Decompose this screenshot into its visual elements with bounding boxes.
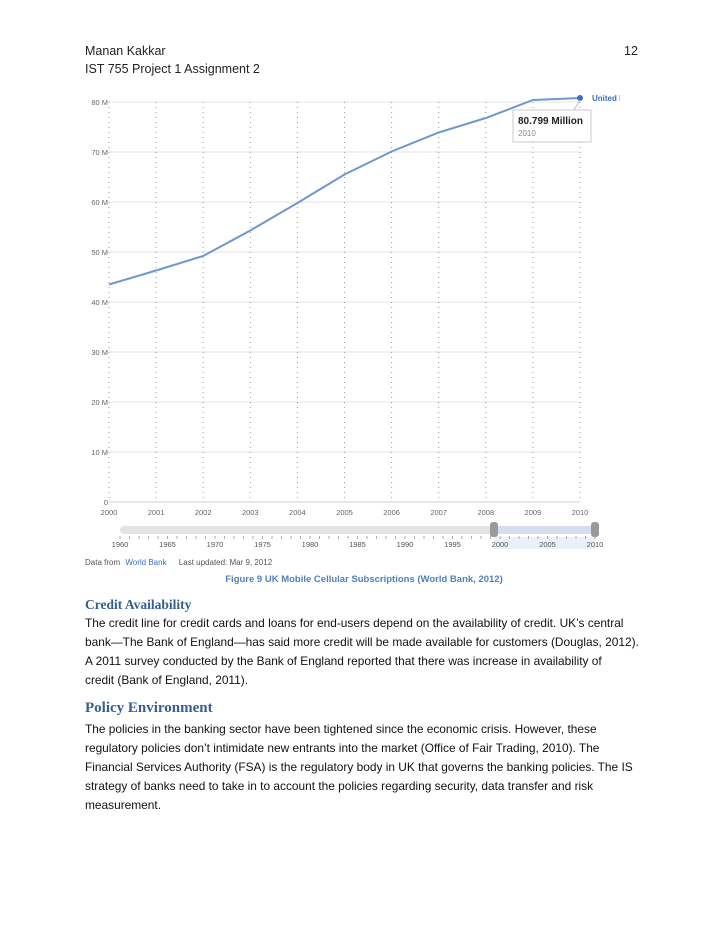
x-tick-label: 2002 xyxy=(195,508,212,517)
timeline-slider[interactable]: 1960 1965 1970 1975 1980 1985 1990 1995 2000 2005… xyxy=(112,522,604,549)
paragraph-line: bank—The Bank of England—has said more c… xyxy=(85,635,639,649)
page-number: 12 xyxy=(624,44,638,58)
section-body-credit-availability: The credit line for credit cards and loa… xyxy=(85,614,665,690)
x-tick-label: 2005 xyxy=(336,508,353,517)
x-tick-label: 2004 xyxy=(289,508,306,517)
y-tick-label: 10 M xyxy=(91,448,108,457)
y-tick-label: 0 xyxy=(104,498,108,507)
timeline-tick-label: 1985 xyxy=(349,540,366,549)
legend[interactable]: United Kingdom ✕ xyxy=(592,93,620,103)
timeline-tick-label: 1965 xyxy=(159,540,176,549)
source-text: Data from World Bank Last updated: Mar 9… xyxy=(85,558,273,567)
x-tick-label: 2008 xyxy=(477,508,494,517)
y-tick-label: 20 M xyxy=(91,398,108,407)
y-tick-label: 40 M xyxy=(91,298,108,307)
timeline-tick-label: 1970 xyxy=(207,540,224,549)
paragraph-line: The credit line for credit cards and loa… xyxy=(85,616,624,630)
paragraph-line: credit (Bank of England, 2011). xyxy=(85,673,249,687)
paragraph-line: strategy of banks need to take in to acc… xyxy=(85,779,594,793)
paragraph-line: Financial Services Authority (FSA) is th… xyxy=(85,760,633,774)
tooltip: 80.799 Million 2010 xyxy=(512,99,592,143)
timeline-tick-label: 1960 xyxy=(112,540,129,549)
y-tick-label: 30 M xyxy=(91,348,108,357)
paragraph-line: regulatory policies don’t intimidate new… xyxy=(85,741,600,755)
source-prefix: Data from xyxy=(85,558,120,567)
last-updated: Last updated: Mar 9, 2012 xyxy=(179,558,273,567)
y-tick-label: 70 M xyxy=(91,148,108,157)
timeline-range-selection[interactable] xyxy=(494,526,596,534)
header-author: Manan Kakkar xyxy=(85,44,166,58)
paragraph-line: A 2011 survey conducted by the Bank of E… xyxy=(85,654,602,668)
paragraph-line: The policies in the banking sector have … xyxy=(85,722,597,736)
timeline-handle-right[interactable] xyxy=(591,522,599,537)
tooltip-value: 80.799 Million xyxy=(518,116,583,127)
y-tick-label: 50 M xyxy=(91,248,108,257)
header-course: IST 755 Project 1 Assignment 2 xyxy=(85,62,260,76)
x-tick-label: 2009 xyxy=(525,508,542,517)
timeline-tick-label: 2010 xyxy=(587,540,604,549)
timeline-tick-label: 2000 xyxy=(492,540,509,549)
timeline-track xyxy=(120,526,595,534)
legend-label-united-kingdom[interactable]: United Kingdom xyxy=(592,94,620,103)
x-tick-label: 2010 xyxy=(572,508,589,517)
timeline-tick-label: 1990 xyxy=(397,540,414,549)
section-body-policy-environment: The policies in the banking sector have … xyxy=(85,720,665,815)
x-tick-label: 2003 xyxy=(242,508,259,517)
section-title-credit-availability: Credit Availability xyxy=(85,597,192,612)
tooltip-year: 2010 xyxy=(518,129,536,138)
section-title-policy-environment: Policy Environment xyxy=(85,700,213,716)
series-line-united-kingdom xyxy=(108,97,581,286)
x-tick-label: 2001 xyxy=(148,508,165,517)
x-tick-label: 2000 xyxy=(101,508,118,517)
figure-caption: Figure 9 UK Mobile Cellular Subscription… xyxy=(225,574,503,585)
x-tick-label: 2007 xyxy=(430,508,447,517)
source-link-world-bank[interactable]: World Bank xyxy=(125,558,167,567)
timeline-selection-shade xyxy=(494,537,596,549)
paragraph-line: measurement. xyxy=(85,798,162,812)
data-point-2010[interactable] xyxy=(577,95,583,101)
mobile-subscriptions-chart: 0 10 M 20 M 30 M 40 M 50 M 60 M 70 M 80 M 2000 20… xyxy=(85,93,620,567)
timeline-handle-left[interactable] xyxy=(490,522,498,537)
timeline-tick-label: 1980 xyxy=(302,540,319,549)
x-tick-label: 2006 xyxy=(383,508,400,517)
timeline-tick-label: 2005 xyxy=(539,540,556,549)
timeline-tick-label: 1995 xyxy=(444,540,461,549)
y-tick-label: 60 M xyxy=(91,198,108,207)
timeline-tick-label: 1975 xyxy=(254,540,271,549)
y-tick-label: 80 M xyxy=(91,98,108,107)
